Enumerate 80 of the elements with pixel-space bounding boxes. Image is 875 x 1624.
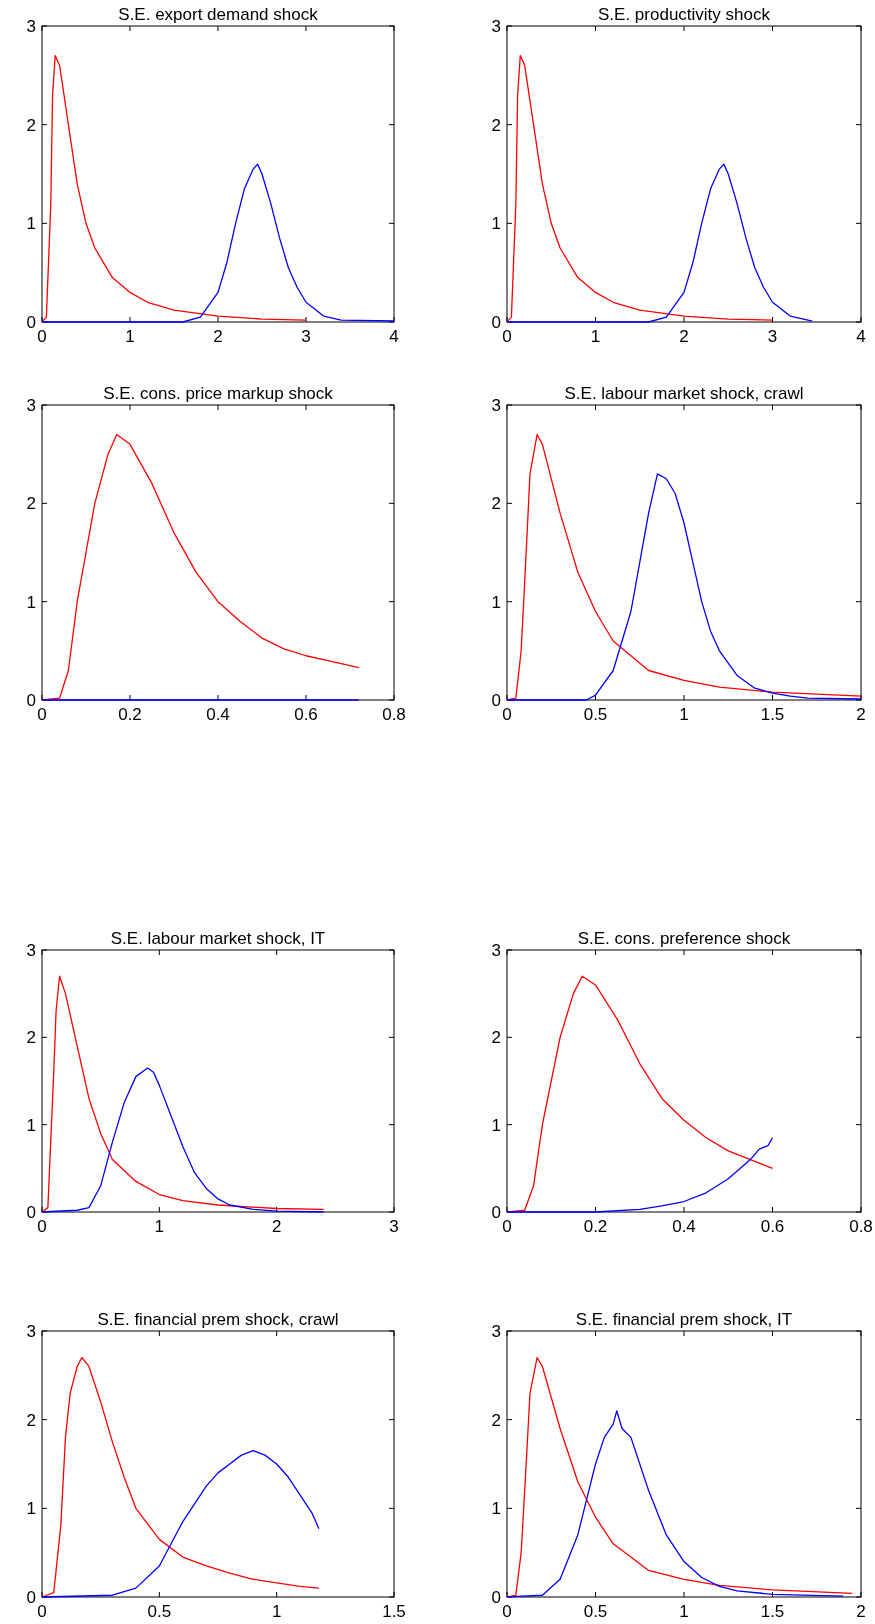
y-tick-label: 1 [26, 214, 36, 234]
y-tick-label: 1 [26, 592, 36, 612]
line-series [506, 1137, 774, 1213]
x-tick-label: 0.5 [147, 1602, 172, 1621]
y-tick-label: 3 [26, 1321, 36, 1341]
chart-title: S.E. financial prem shock, IT [575, 1310, 793, 1329]
x-tick-label: 0.2 [583, 1217, 608, 1236]
y-tick-label: 3 [26, 16, 36, 36]
y-tick-label: 0 [491, 312, 501, 332]
x-tick-label: 2 [271, 1217, 282, 1236]
x-tick-label: 0.5 [583, 1602, 608, 1621]
x-tick-label: 1 [590, 327, 601, 346]
line-series [41, 1450, 320, 1598]
y-tick-label: 1 [491, 1115, 501, 1135]
x-tick-label: 1.5 [760, 705, 785, 724]
y-tick-label: 1 [491, 1499, 501, 1519]
y-tick-label: 3 [26, 395, 36, 415]
y-tick-label: 2 [26, 1410, 36, 1430]
x-tick-label: 1 [154, 1217, 165, 1236]
x-tick-label: 1 [125, 327, 135, 346]
y-tick-label: 3 [491, 16, 501, 36]
chart-title: S.E. financial prem shock, crawl [97, 1310, 339, 1329]
line-series [506, 163, 813, 323]
x-tick-label: 4 [389, 327, 399, 346]
y-tick-label: 0 [26, 690, 36, 710]
y-tick-label: 0 [491, 690, 501, 710]
x-tick-label: 0.6 [294, 705, 318, 724]
y-tick-label: 0 [491, 1587, 501, 1607]
x-tick-label: 1.5 [382, 1602, 406, 1621]
x-tick-label: 0.8 [382, 705, 406, 724]
x-tick-label: 0.5 [583, 705, 608, 724]
y-tick-label: 2 [491, 494, 501, 514]
line-series [41, 1067, 325, 1213]
y-tick-label: 0 [26, 1202, 36, 1222]
x-tick-label: 0.2 [118, 705, 142, 724]
y-tick-label: 2 [26, 115, 36, 135]
chart-title: S.E. labour market shock, IT [110, 929, 326, 948]
y-tick-label: 1 [26, 1499, 36, 1519]
y-tick-label: 0 [26, 312, 36, 332]
line-series [41, 1356, 320, 1598]
chart-title: S.E. labour market shock, crawl [564, 384, 804, 403]
x-tick-label: 3 [389, 1217, 399, 1236]
y-tick-label: 2 [491, 1028, 501, 1048]
y-tick-label: 1 [26, 1115, 36, 1135]
chart-title: S.E. cons. price markup shock [103, 384, 334, 403]
x-tick-label: 2 [856, 1602, 866, 1621]
x-tick-label: 0.4 [672, 1217, 696, 1236]
y-tick-label: 2 [491, 1410, 501, 1430]
y-tick-label: 0 [491, 1202, 501, 1222]
y-tick-label: 0 [26, 1587, 36, 1607]
line-series [41, 975, 325, 1213]
x-tick-label: 1 [271, 1602, 282, 1621]
line-series [506, 54, 774, 323]
x-tick-label: 1 [679, 705, 689, 724]
y-tick-label: 3 [491, 940, 501, 960]
y-tick-label: 3 [491, 1321, 501, 1341]
x-tick-label: 4 [856, 327, 866, 346]
line-series [41, 54, 307, 323]
y-tick-label: 2 [26, 494, 36, 514]
y-tick-label: 1 [491, 214, 501, 234]
y-tick-label: 3 [26, 940, 36, 960]
y-tick-label: 1 [491, 592, 501, 612]
x-tick-label: 1.5 [760, 1602, 785, 1621]
chart-title: S.E. cons. preference shock [577, 929, 791, 948]
x-tick-label: 2 [213, 327, 223, 346]
x-tick-label: 1 [679, 1602, 689, 1621]
chart-title: S.E. productivity shock [598, 5, 771, 24]
y-tick-label: 3 [491, 395, 501, 415]
y-tick-label: 2 [491, 115, 501, 135]
x-tick-label: 0.8 [849, 1217, 873, 1236]
x-tick-label: 3 [767, 327, 778, 346]
line-series [41, 163, 395, 323]
y-tick-label: 2 [26, 1028, 36, 1048]
x-tick-label: 3 [301, 327, 311, 346]
x-tick-label: 2 [856, 705, 866, 724]
x-tick-label: 2 [679, 327, 689, 346]
x-tick-label: 0.6 [760, 1217, 785, 1236]
line-series [506, 1410, 844, 1598]
chart-title: S.E. export demand shock [118, 5, 319, 24]
x-tick-label: 0.4 [206, 705, 230, 724]
